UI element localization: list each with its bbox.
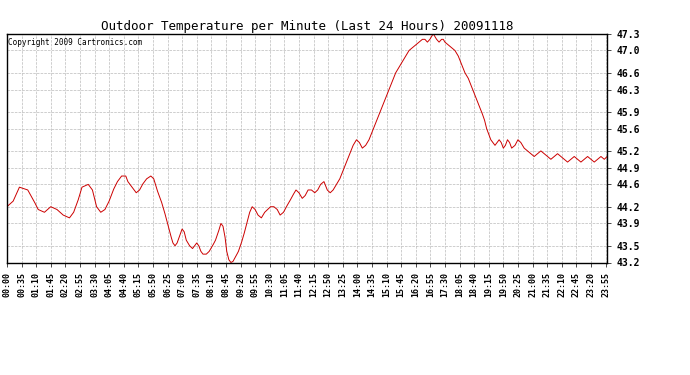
Title: Outdoor Temperature per Minute (Last 24 Hours) 20091118: Outdoor Temperature per Minute (Last 24 … [101,20,513,33]
Text: Copyright 2009 Cartronics.com: Copyright 2009 Cartronics.com [8,38,142,47]
